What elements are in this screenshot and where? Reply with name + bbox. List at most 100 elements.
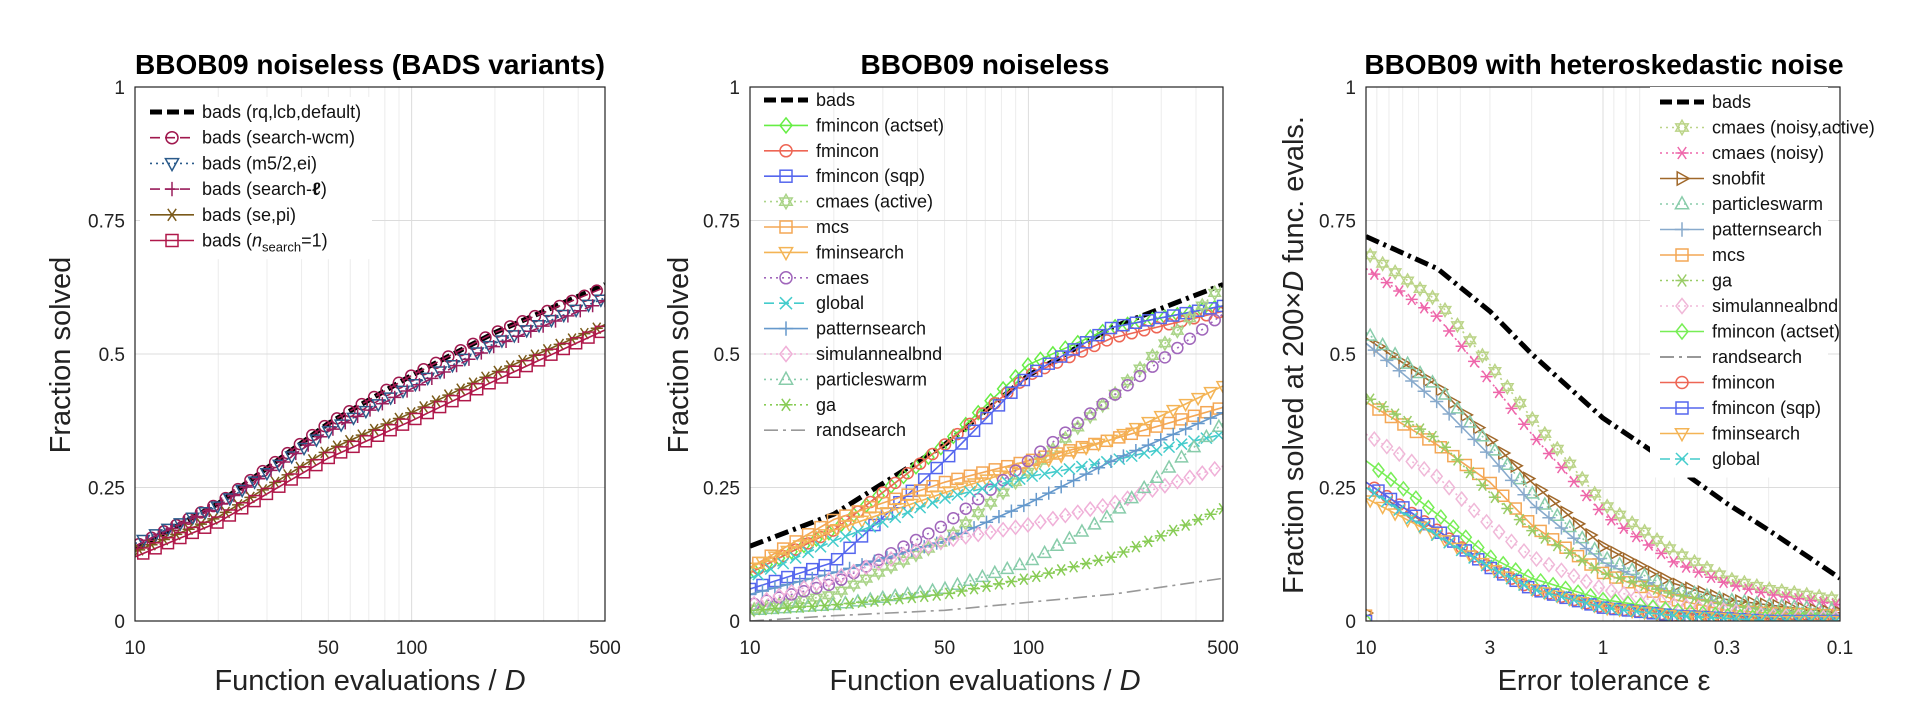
data-point — [1592, 579, 1606, 596]
data-point — [520, 359, 533, 373]
data-point — [503, 320, 517, 333]
data-point — [1517, 542, 1531, 560]
y-tick-label: 0.75 — [88, 212, 125, 233]
data-point — [1095, 397, 1110, 414]
data-point — [1054, 350, 1068, 363]
data-point — [573, 304, 587, 318]
data-point — [1612, 556, 1627, 570]
data-point — [1635, 558, 1649, 574]
panel-bads-variants: BBOB09 noiseless (BADS variants) Functio… — [45, 49, 621, 697]
data-point — [1605, 602, 1618, 615]
data-point — [785, 588, 798, 601]
x-tick-label: 100 — [1013, 638, 1045, 659]
legend-background — [140, 97, 372, 260]
x-tick-label: 3 — [1485, 638, 1496, 659]
data-point — [396, 418, 410, 431]
data-point — [1121, 490, 1135, 507]
data-point — [1375, 255, 1390, 272]
panel-heteroskedastic: BBOB09 with heteroskedastic noise Error … — [1278, 49, 1875, 697]
data-point — [750, 562, 758, 576]
data-point — [938, 492, 952, 505]
data-point — [1103, 434, 1119, 448]
series-12 — [750, 502, 1223, 617]
data-point — [1215, 380, 1223, 395]
data-point — [1375, 336, 1390, 351]
series-line — [750, 385, 1223, 569]
data-point — [347, 440, 360, 454]
data-point — [1024, 551, 1040, 566]
data-point — [1075, 345, 1089, 358]
data-point — [1071, 334, 1085, 351]
data-point — [1179, 422, 1193, 436]
data-point — [1158, 477, 1172, 494]
data-point — [821, 587, 836, 604]
data-point — [1108, 388, 1122, 401]
data-point — [1204, 508, 1217, 521]
data-point — [1674, 427, 1690, 443]
data-point — [1484, 561, 1497, 575]
data-point — [1637, 523, 1652, 540]
data-point — [310, 458, 323, 472]
data-point — [1091, 461, 1106, 475]
data-point — [1476, 479, 1489, 492]
y-axis-label-part: func. evals. — [1278, 116, 1310, 271]
legend-label-text: bads (search- — [202, 179, 312, 199]
data-point — [1161, 459, 1177, 473]
data-point — [1208, 313, 1221, 327]
data-point — [1455, 544, 1468, 557]
data-point — [855, 530, 869, 543]
data-point — [872, 555, 886, 572]
data-point — [383, 392, 398, 406]
data-point — [1660, 571, 1674, 587]
legend-label-text: cmaes — [816, 268, 869, 288]
data-point — [1492, 523, 1506, 540]
data-point — [429, 356, 443, 370]
data-point — [1567, 475, 1580, 488]
data-point — [1398, 355, 1412, 371]
data-point — [578, 289, 591, 302]
data-point — [1724, 571, 1739, 588]
data-point — [358, 405, 374, 420]
data-point — [1384, 471, 1398, 488]
data-point — [830, 552, 844, 566]
data-point — [1467, 432, 1481, 446]
data-point — [1170, 322, 1185, 339]
legend-label: ga — [816, 395, 837, 415]
data-point — [1525, 410, 1540, 427]
data-point — [950, 576, 965, 591]
data-point — [409, 412, 422, 426]
data-point — [1675, 452, 1689, 466]
data-point — [1087, 516, 1102, 530]
data-point — [779, 271, 793, 285]
data-point — [1079, 336, 1093, 349]
data-point — [1400, 272, 1415, 289]
data-point — [449, 359, 464, 373]
data-point — [778, 370, 794, 385]
data-point — [1612, 506, 1627, 523]
legend-label-text: snobfit — [1712, 169, 1765, 189]
data-point — [1537, 425, 1552, 442]
data-point — [1062, 530, 1077, 544]
data-point — [1674, 222, 1690, 237]
data-point — [822, 578, 836, 592]
data-point — [1699, 560, 1714, 577]
data-point — [1380, 276, 1393, 289]
data-point — [446, 394, 459, 408]
data-point — [905, 591, 918, 604]
legend: bads (rq,lcb,default) bads (search-wcm) ba… — [140, 97, 372, 260]
legend-label: fmincon (sqp) — [816, 166, 925, 186]
data-point — [872, 553, 885, 567]
data-point — [900, 586, 915, 600]
data-point — [1630, 605, 1643, 618]
data-point — [1559, 580, 1573, 597]
data-point — [333, 419, 349, 433]
data-point — [1625, 515, 1640, 532]
data-point — [778, 246, 794, 262]
data-point — [951, 488, 964, 501]
data-point — [1145, 347, 1160, 365]
legend-label-text: fminsearch — [816, 242, 904, 262]
data-point — [1437, 301, 1453, 319]
series-0 — [1366, 234, 1840, 581]
legend-label: cmaes (noisy) — [1712, 143, 1824, 163]
legend-label: fminsearch — [816, 242, 904, 262]
